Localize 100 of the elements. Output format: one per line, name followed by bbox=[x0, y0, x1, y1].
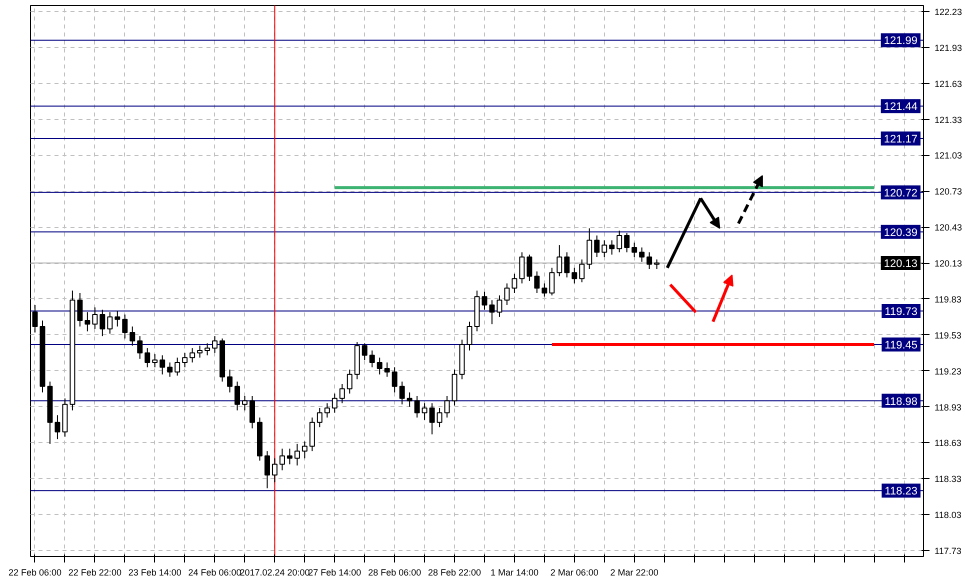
ref-line-label: 118.23 bbox=[884, 486, 918, 498]
candlestick bbox=[399, 381, 405, 405]
ref-line-label: 120.39 bbox=[884, 226, 918, 239]
y-tick-label: 121.33 bbox=[934, 114, 962, 125]
ref-line-label: 121.99 bbox=[884, 35, 918, 48]
candlestick bbox=[362, 342, 368, 361]
candlestick bbox=[534, 270, 540, 294]
candlestick bbox=[324, 402, 330, 418]
candlestick bbox=[414, 395, 420, 418]
candlestick bbox=[197, 345, 203, 358]
candlestick bbox=[384, 362, 390, 378]
candlestick bbox=[286, 448, 292, 465]
candlestick bbox=[144, 348, 150, 368]
y-tick-label: 119.83 bbox=[934, 294, 962, 304]
candlestick bbox=[602, 240, 608, 258]
candlestick bbox=[279, 448, 285, 471]
candlestick bbox=[369, 350, 375, 368]
candlestick bbox=[579, 258, 585, 283]
candlestick bbox=[512, 273, 518, 294]
candlestick bbox=[272, 458, 278, 483]
candlestick bbox=[100, 309, 106, 337]
candlestick bbox=[549, 267, 555, 296]
candlestick bbox=[466, 321, 472, 351]
x-tick-label: 2 Mar 22:00 bbox=[610, 568, 658, 578]
candlestick bbox=[594, 234, 600, 258]
candlestick bbox=[316, 407, 322, 428]
candlestick bbox=[137, 336, 143, 360]
y-tick-label: 121.63 bbox=[934, 78, 962, 89]
y-tick-label: 118.33 bbox=[934, 474, 962, 484]
candlestick bbox=[114, 310, 120, 328]
y-tick-label: 117.73 bbox=[934, 546, 962, 556]
candlestick bbox=[444, 395, 450, 418]
candlestick bbox=[406, 392, 412, 408]
candlestick bbox=[302, 441, 308, 459]
candlestick bbox=[332, 393, 338, 414]
candlestick bbox=[77, 292, 83, 328]
candlestick bbox=[556, 244, 562, 277]
y-tick-label: 118.63 bbox=[934, 438, 962, 448]
ref-line-label: 118.98 bbox=[884, 396, 918, 408]
candlestick bbox=[264, 450, 270, 489]
x-tick-label: 28 Feb 06:00 bbox=[368, 568, 422, 578]
ref-line-label: 121.17 bbox=[884, 133, 918, 146]
candlestick bbox=[107, 312, 113, 334]
y-tick-label: 120.43 bbox=[934, 222, 962, 233]
candlestick bbox=[212, 336, 218, 354]
candlestick bbox=[227, 369, 233, 393]
x-tick-label: 22 Feb 22:00 bbox=[68, 568, 122, 578]
y-tick-label: 118.93 bbox=[934, 402, 962, 412]
candlestick bbox=[294, 443, 300, 466]
y-tick-label: 119.53 bbox=[934, 330, 962, 340]
candlestick bbox=[422, 402, 428, 420]
candlestick bbox=[609, 240, 615, 256]
candlestick bbox=[586, 228, 592, 270]
candlestick bbox=[436, 407, 442, 428]
candlestick bbox=[250, 395, 255, 429]
x-tick-label: 2 Mar 06:00 bbox=[550, 568, 598, 578]
candlestick bbox=[639, 246, 645, 262]
x-tick-label: 1 Mar 14:00 bbox=[490, 568, 538, 578]
x-tick-label: 27 Feb 14:00 bbox=[308, 568, 362, 578]
candlestick bbox=[234, 381, 240, 411]
candlestick bbox=[167, 362, 173, 378]
x-tick-label: 2017.02.24 20:00 bbox=[240, 568, 310, 578]
candlestick bbox=[482, 291, 488, 310]
ref-line-label: 119.73 bbox=[884, 306, 918, 318]
y-tick-label: 121.93 bbox=[934, 42, 962, 53]
candlestick bbox=[152, 354, 158, 368]
candlestick bbox=[496, 294, 502, 318]
candlestick bbox=[646, 252, 652, 270]
y-tick-label: 120.13 bbox=[934, 258, 962, 269]
candlestick bbox=[632, 242, 638, 258]
candlestick bbox=[122, 314, 128, 339]
y-tick-label: 121.03 bbox=[934, 150, 962, 161]
candlestick bbox=[519, 252, 525, 284]
candlestick bbox=[190, 348, 196, 363]
candlestick bbox=[182, 352, 188, 368]
candlestick bbox=[346, 369, 352, 394]
candlestick bbox=[92, 306, 98, 330]
candlestick bbox=[542, 282, 548, 298]
x-tick-label: 22 Feb 06:00 bbox=[8, 568, 62, 578]
candlestick bbox=[429, 402, 435, 435]
candlestick bbox=[309, 417, 315, 452]
candlestick bbox=[242, 395, 248, 411]
candlestick bbox=[489, 300, 495, 325]
candlestick bbox=[564, 252, 570, 278]
ref-line-label: 121.44 bbox=[884, 101, 918, 114]
candlestick bbox=[160, 354, 166, 375]
candlestick bbox=[572, 267, 578, 284]
x-tick-label: 23 Feb 14:00 bbox=[128, 568, 182, 578]
candlestick bbox=[526, 254, 532, 282]
candlestick bbox=[130, 326, 136, 346]
candlestick bbox=[624, 232, 630, 253]
candlestick bbox=[392, 366, 398, 393]
ref-line-label: 120.72 bbox=[884, 187, 918, 200]
candlestick bbox=[339, 384, 345, 404]
ref-line-label: 119.45 bbox=[884, 339, 918, 352]
candlestick bbox=[174, 357, 180, 376]
x-tick-label: 24 Feb 06:00 bbox=[188, 568, 242, 578]
candlestick bbox=[204, 342, 210, 356]
y-tick-label: 118.03 bbox=[934, 510, 962, 520]
y-tick-label: 122.23 bbox=[934, 6, 962, 17]
